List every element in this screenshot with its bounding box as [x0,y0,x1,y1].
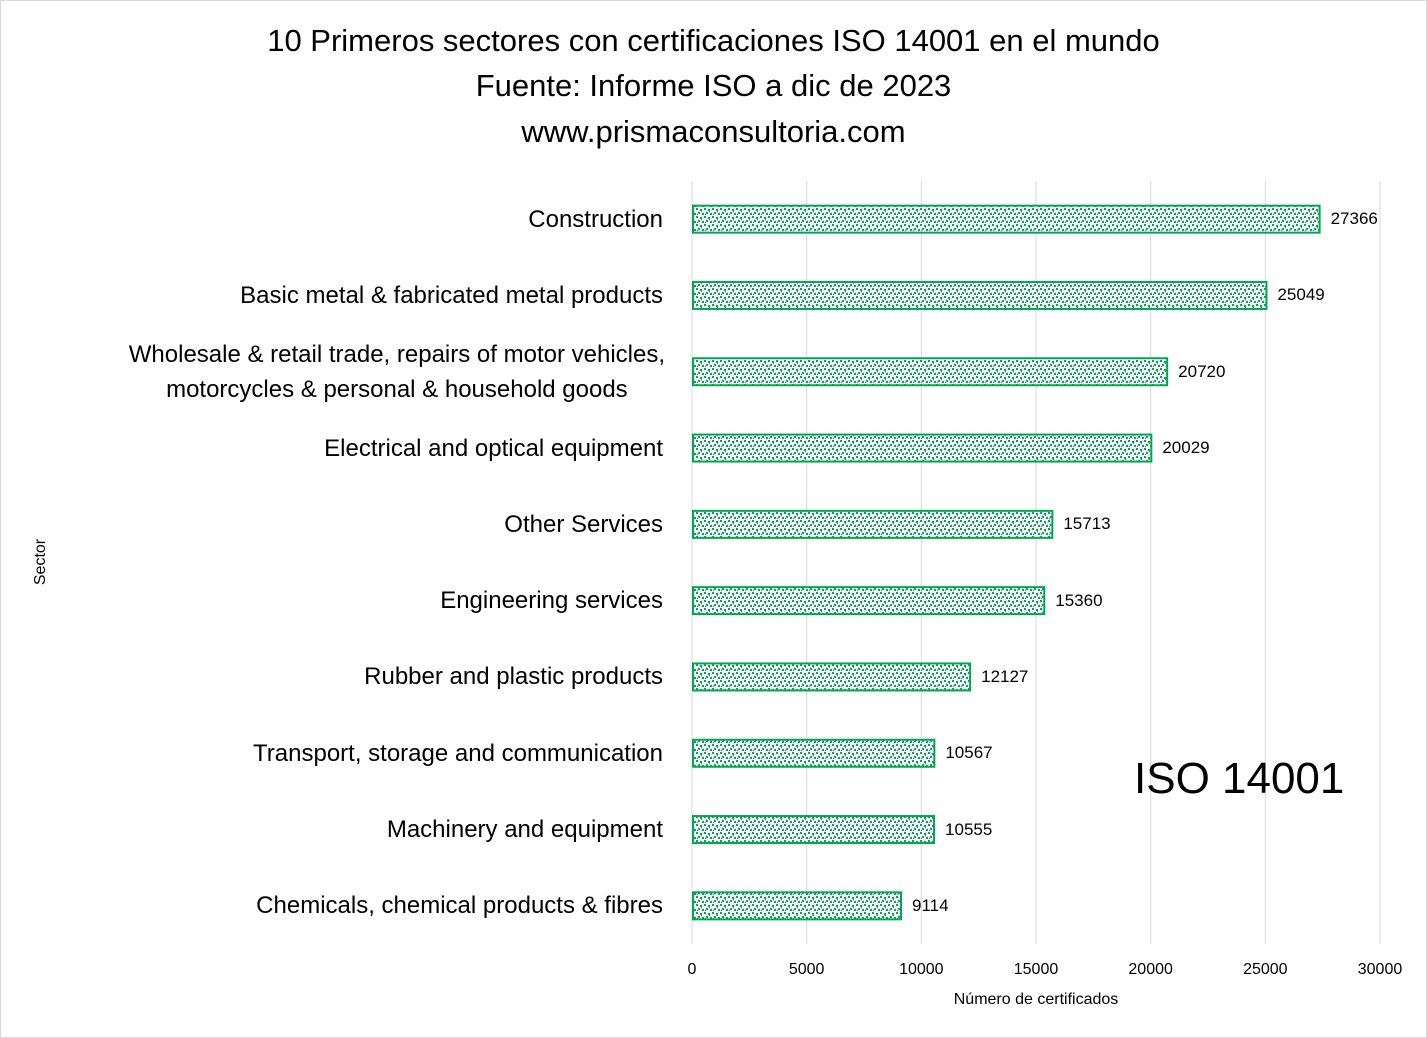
bar-value-label: 10567 [945,743,993,763]
y-axis-title: Sector [32,538,49,586]
category-label: Other Services [504,510,663,538]
bar-value-label: 20029 [1162,438,1210,458]
bar-value-label: 15713 [1063,514,1111,534]
bar [692,891,903,921]
x-tick-label: 10000 [899,961,944,978]
bar-value-label: 20720 [1178,361,1226,381]
iso-14001-text: ISO 14001 [1134,754,1345,803]
category-label: Engineering services [440,587,663,615]
category-label: Transport, storage and communication [253,739,663,767]
bar [692,738,936,768]
chart-title-line-1: 10 Primeros sectores con certificaciones… [267,23,1160,58]
bar-value-label: 10555 [945,819,993,839]
x-tick-label: 15000 [1013,961,1059,978]
x-tick-label: 25000 [1243,961,1288,978]
bar-value-label: 15360 [1055,590,1103,610]
bar [692,662,972,692]
bar-value-label: 12127 [981,666,1029,686]
bar [692,433,1153,463]
category-label: Machinery and equipment [386,816,663,844]
bar-value-label: 25049 [1277,285,1325,305]
category-label: Basic metal & fabricated metal products [240,281,663,309]
category-label: Rubber and plastic products [364,663,663,691]
bar [692,280,1268,310]
chart-title-line-2: Fuente: Informe ISO a dic de 2023 [475,68,952,103]
category-label: Construction [528,205,663,233]
bar [692,815,936,845]
category-label: Wholesale & retail trade, repairs of mot… [128,340,665,403]
chart-title-line-3: www.prismaconsultoria.com [521,114,906,149]
category-label: Chemicals, chemical products & fibres [256,892,663,920]
bar [692,509,1054,539]
bar [692,204,1321,234]
category-label: Electrical and optical equipment [324,434,663,462]
bar [692,586,1046,616]
bar [692,357,1169,387]
x-tick-label: 0 [687,961,697,978]
x-axis-title: Número de certificados [953,991,1119,1008]
bar-value-label: 9114 [912,895,949,915]
x-tick-label: 5000 [788,961,825,978]
bar-value-label: 27366 [1330,209,1378,229]
x-tick-label: 20000 [1128,961,1173,978]
x-tick-label: 30000 [1357,961,1403,978]
